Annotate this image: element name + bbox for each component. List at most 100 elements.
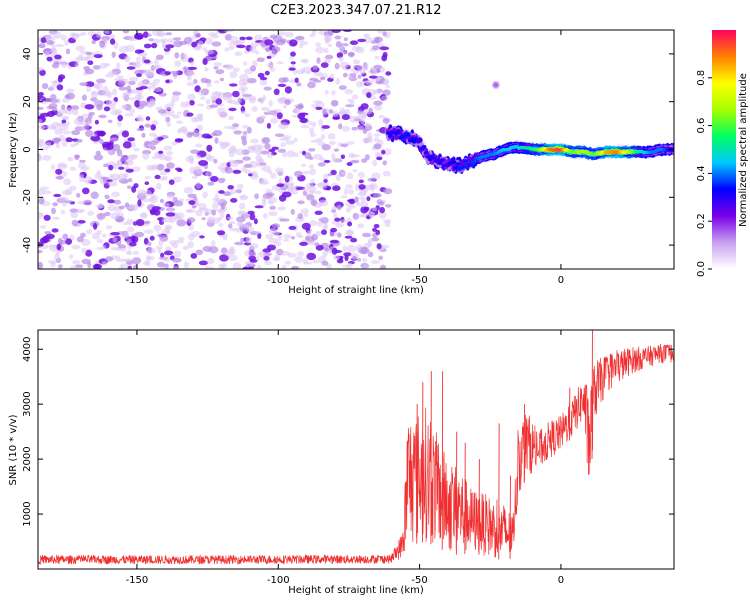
noise-blob [38,153,42,161]
noise-blob [155,245,163,250]
noise-blob [332,110,339,118]
noise-blob [189,166,195,174]
noise-blob [45,35,52,39]
noise-blob [181,53,188,59]
noise-blob [129,76,139,83]
noise-blob [165,116,171,123]
noise-blob [277,97,286,103]
noise-blob [313,79,322,83]
noise-blob [81,94,87,101]
noise-blob [283,233,292,239]
noise-blob [211,41,222,47]
colorbar-tick-label: 0.2 [696,213,707,229]
noise-blob [40,112,50,117]
noise-blob [362,257,368,263]
noise-blob [139,86,148,90]
noise-blob [297,112,306,120]
noise-blob [264,260,272,266]
noise-blob [164,71,171,76]
noise-blob [243,163,253,168]
noise-blob [80,166,90,171]
noise-blob [143,43,152,49]
noise-blob [92,133,97,137]
noise-blob [250,251,257,257]
isolated-spot [493,82,499,88]
noise-blob [227,185,234,190]
snr-y-tick-label: 2000 [22,446,33,471]
noise-blob [357,110,364,114]
noise-blob [239,36,246,41]
noise-blob [271,146,279,150]
noise-blob [342,72,348,78]
noise-blob [210,176,219,182]
noise-blob [202,245,213,252]
noise-blob [53,193,62,198]
noise-blob [220,144,226,150]
noise-blob [266,152,274,158]
noise-blob [224,125,234,130]
noise-blob [291,266,298,269]
noise-blob [190,231,201,237]
noise-blob [122,93,130,101]
noise-blob [172,266,180,269]
noise-blob [244,169,252,174]
noise-blob [227,223,233,229]
noise-blob [113,199,122,205]
noise-blob [312,65,319,70]
noise-blob [141,198,150,203]
noise-blob [334,62,340,70]
noise-blob [372,159,378,167]
noise-blob [365,79,374,86]
noise-blob [319,157,326,162]
noise-blob [339,61,350,69]
noise-blob [319,76,326,81]
noise-blob [55,175,64,180]
noise-blob [294,256,304,263]
noise-blob [75,264,84,269]
noise-blob [81,238,91,247]
noise-blob [74,126,84,132]
noise-blob [93,154,104,161]
noise-blob [373,89,384,94]
noise-blob [232,123,240,127]
noise-blob [246,126,252,134]
signal-cell [471,160,476,165]
noise-blob [155,183,162,190]
noise-blob [84,104,95,110]
noise-blob [198,88,205,96]
noise-blob [218,263,225,269]
noise-blob [302,66,312,74]
noise-blob [310,178,315,185]
noise-blob [334,217,341,222]
noise-blob [48,103,58,109]
noise-blob [121,130,129,138]
noise-blob [70,211,79,219]
noise-blob [155,54,164,61]
noise-blob [344,89,354,95]
noise-blob [360,80,365,88]
noise-blob [96,103,103,111]
noise-blob [351,126,358,131]
noise-blob [382,117,390,124]
noise-blob [186,217,196,223]
noise-blob [185,100,191,108]
signal-cell [427,157,433,162]
noise-blob [50,164,56,170]
noise-blob [242,81,248,86]
noise-blob [369,96,377,100]
noise-blob [320,133,326,140]
noise-blob [165,44,175,49]
noise-blob [382,89,391,96]
noise-blob [128,35,135,42]
noise-blob [294,36,305,40]
noise-blob [156,232,162,237]
noise-blob [239,194,249,201]
noise-blob [153,224,162,232]
noise-blob [53,61,60,65]
noise-blob [228,254,238,262]
noise-blob [176,219,187,227]
noise-blob [266,109,274,115]
noise-blob [128,108,136,114]
noise-blob [101,245,107,249]
